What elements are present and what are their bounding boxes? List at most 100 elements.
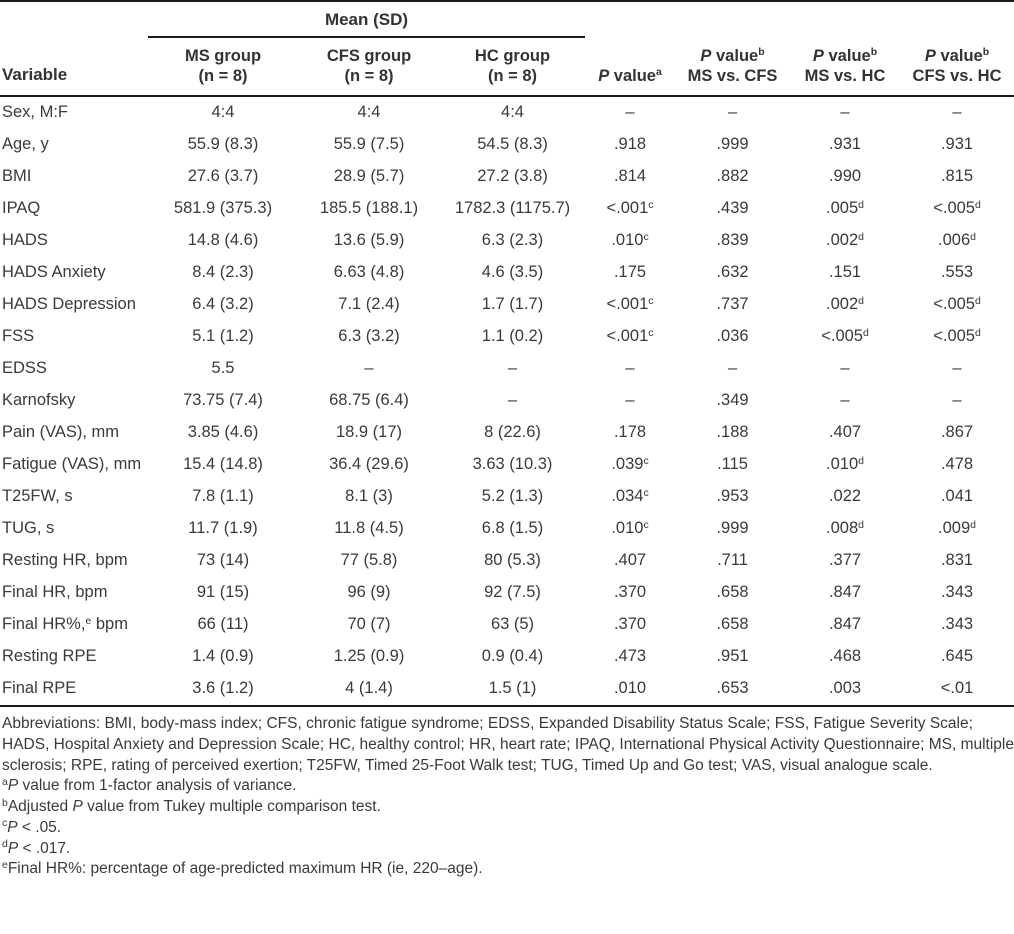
value-cell: .831 [940, 551, 974, 570]
value-cell: 15.4 (14.8) [183, 455, 263, 474]
value-cell: .008d [826, 518, 864, 538]
value-cell: .039c [611, 454, 649, 474]
value-cell: – [507, 391, 518, 410]
value-cell: <.005d [933, 198, 981, 218]
value-cell: 3.63 (10.3) [472, 455, 553, 474]
value-cell: .010c [611, 230, 649, 250]
table-row: Resting HR, bpm 73 (14) 77 (5.8) 80 (5.3) .4… [0, 545, 1014, 577]
value-cell: .999 [716, 135, 749, 154]
value-cell: 5.2 (1.3) [481, 487, 544, 506]
value-cell: .036 [716, 327, 749, 346]
value-cell: 11.8 (4.5) [334, 519, 404, 538]
value-cell: .711 [717, 551, 748, 570]
value-cell: 4:4 [211, 103, 235, 122]
pvalue-header-line1: P valueb [700, 46, 765, 65]
value-cell: – [507, 359, 518, 378]
value-cell: .931 [940, 135, 974, 154]
value-cell: 5.1 (1.2) [192, 327, 254, 346]
value-cell: <.001c [606, 294, 654, 314]
value-cell: .407 [828, 423, 862, 442]
table-row: TUG, s 11.7 (1.9) 11.8 (4.5) 6.8 (1.5) .010c… [0, 513, 1014, 545]
table-row: Pain (VAS), mm 3.85 (4.6) 18.9 (17) 8 (22.6… [0, 417, 1014, 449]
value-cell: 6.8 (1.5) [481, 519, 544, 538]
value-cell: 14.8 (4.6) [187, 231, 259, 250]
value-cell: 1.25 (0.9) [333, 647, 405, 666]
hc-group-column-header: HC group (n = 8) [440, 37, 585, 96]
value-cell: .658 [716, 583, 749, 602]
value-cell: .010 [613, 679, 647, 698]
value-cell: .645 [940, 647, 974, 666]
variable-cell: Resting HR, bpm [2, 551, 128, 570]
pvalue-header-line2: MS vs. CFS [687, 66, 778, 85]
group-n: (n = 8) [198, 66, 248, 85]
pvalue-header-line1: P valuea [598, 66, 662, 85]
value-cell: .178 [613, 423, 647, 442]
value-cell: 6.4 (3.2) [192, 295, 254, 314]
value-cell: .115 [717, 455, 748, 474]
table-row: Resting RPE 1.4 (0.9) 1.25 (0.9) 0.9 (0.4).… [0, 641, 1014, 673]
table-row: FSS 5.1 (1.2) 6.3 (3.2) 1.1 (0.2) <.001c .036… [0, 321, 1014, 353]
value-cell: 8 (22.6) [484, 423, 541, 442]
variable-cell: Sex, M:F [2, 103, 69, 122]
value-cell: 3.6 (1.2) [192, 679, 254, 698]
value-cell: .653 [716, 679, 749, 698]
value-cell: .343 [940, 615, 974, 634]
value-cell: 73 (14) [196, 551, 250, 570]
value-cell: .010c [611, 518, 649, 538]
value-cell: 36.4 (29.6) [329, 455, 409, 474]
table-row: Karnofsky 73.75 (7.4) 68.75 (6.4) – – .349 – – [0, 385, 1014, 417]
value-cell: .882 [716, 167, 749, 186]
value-cell: <.005d [933, 326, 981, 346]
table-row: Age, y 55.9 (8.3) 55.9 (7.5) 54.5 (8.3) .918… [0, 129, 1014, 161]
footnotes: Abbreviations: BMI, body-mass index; CFS… [0, 707, 1014, 880]
variable-cell: T25FW, s [2, 487, 73, 506]
table-row: HADS 14.8 (4.6) 13.6 (5.9) 6.3 (2.3) .010c .8… [0, 225, 1014, 257]
value-cell: .990 [828, 167, 862, 186]
value-cell: .009d [938, 518, 976, 538]
value-cell: – [727, 359, 738, 378]
pvalue-cfs-vs-hc-column-header: P valueb CFS vs. HC [900, 1, 1014, 96]
value-cell: 3.85 (4.6) [187, 423, 259, 442]
value-cell: 8.1 (3) [345, 487, 393, 506]
value-cell: 13.6 (5.9) [333, 231, 405, 250]
value-cell: 91 (15) [196, 583, 250, 602]
value-cell: .041 [940, 487, 974, 506]
variable-cell: Final RPE [2, 679, 77, 698]
value-cell: 4:4 [357, 103, 381, 122]
variable-cell: TUG, s [2, 519, 55, 538]
table-head: Variable Mean (SD) P valuea P valueb MS … [0, 1, 1014, 96]
value-cell: .999 [716, 519, 749, 538]
pvalue-ms-vs-hc-column-header: P valueb MS vs. HC [790, 1, 900, 96]
value-cell: <.005d [821, 326, 869, 346]
footnote-c: cP < .05. [2, 817, 62, 836]
table-row: HADS Depression 6.4 (3.2) 7.1 (2.4) 1.7 (1.… [0, 289, 1014, 321]
value-cell: 6.3 (2.3) [481, 231, 544, 250]
value-cell: – [952, 103, 962, 122]
table-row: Sex, M:F 4:4 4:4 4:4 – – – – [0, 96, 1014, 129]
value-cell: 1.1 (0.2) [481, 327, 544, 346]
variable-cell: Pain (VAS), mm [2, 423, 120, 442]
value-cell: .814 [613, 167, 647, 186]
table-body: Sex, M:F 4:4 4:4 4:4 – – – – Age, y 55.9 (8.3) 55.… [0, 95, 1014, 706]
variable-cell: Karnofsky [2, 391, 76, 410]
value-cell: 1.4 (0.9) [192, 647, 254, 666]
value-cell: .377 [828, 551, 862, 570]
table-row: HADS Anxiety 8.4 (2.3) 6.63 (4.8) 4.6 (3.5)… [0, 257, 1014, 289]
header-row-spanner: Variable Mean (SD) P valuea P valueb MS … [0, 1, 1014, 85]
value-cell: 4 (1.4) [345, 679, 393, 698]
value-cell: .188 [716, 423, 749, 442]
value-cell: 11.7 (1.9) [188, 519, 258, 538]
value-cell: .002d [826, 294, 864, 314]
value-cell: <.01 [940, 679, 974, 698]
value-cell: 8.4 (2.3) [192, 263, 254, 282]
value-cell: .478 [940, 455, 974, 474]
footnote-abbreviations: Abbreviations: BMI, body-mass index; CFS… [2, 714, 1014, 774]
value-cell: – [840, 391, 850, 410]
value-cell: 28.9 (5.7) [333, 167, 405, 186]
table-row: BMI 27.6 (3.7) 28.9 (5.7) 27.2 (3.8) .814 .88… [0, 161, 1014, 193]
group-n: (n = 8) [344, 66, 394, 85]
value-cell: .737 [716, 295, 749, 314]
variable-cell: FSS [2, 327, 35, 346]
value-cell: .658 [716, 615, 749, 634]
footnote-e: eFinal HR%: percentage of age-predicted … [2, 858, 483, 878]
